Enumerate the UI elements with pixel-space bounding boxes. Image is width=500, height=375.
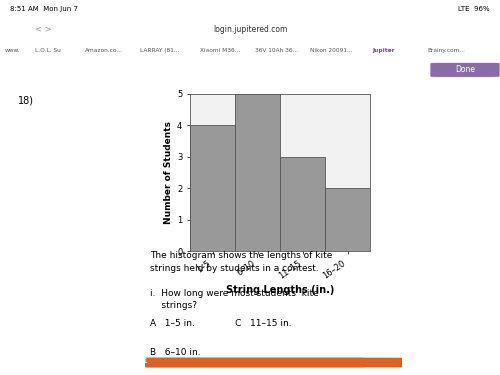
Text: 36V 10Ah 36...: 36V 10Ah 36... bbox=[255, 48, 298, 53]
Text: p. 19 of 21: p. 19 of 21 bbox=[110, 358, 148, 364]
Bar bbox=[190, 125, 235, 251]
Text: ε: ε bbox=[16, 355, 24, 369]
Bar bbox=[235, 94, 280, 251]
Text: www.: www. bbox=[5, 48, 20, 53]
Text: 8:51 AM  Mon Jun 7: 8:51 AM Mon Jun 7 bbox=[10, 6, 78, 12]
FancyBboxPatch shape bbox=[430, 63, 500, 77]
X-axis label: String Lengths (in.): String Lengths (in.) bbox=[226, 285, 334, 295]
Text: ❮: ❮ bbox=[429, 355, 441, 369]
Text: The histogram shows the lengths of kite
strings held by students in a contest.: The histogram shows the lengths of kite … bbox=[150, 251, 332, 273]
Text: < >: < > bbox=[35, 26, 51, 34]
Text: A   1–5 in.              C   11–15 in.

B   6–10 in.: A 1–5 in. C 11–15 in. B 6–10 in. bbox=[150, 319, 292, 357]
Text: 18): 18) bbox=[18, 96, 34, 106]
Text: Amazon.co...: Amazon.co... bbox=[85, 48, 123, 53]
Text: login.jupitered.com: login.jupitered.com bbox=[213, 26, 287, 34]
FancyBboxPatch shape bbox=[145, 358, 365, 368]
Text: Xiaomi M36...: Xiaomi M36... bbox=[200, 48, 240, 53]
Text: Done: Done bbox=[455, 65, 475, 74]
Text: Nikon 20091...: Nikon 20091... bbox=[310, 48, 352, 53]
Y-axis label: Number of Students: Number of Students bbox=[164, 121, 173, 224]
Text: LARRAY (81...: LARRAY (81... bbox=[140, 48, 179, 53]
Text: Brainy.com...: Brainy.com... bbox=[428, 48, 466, 53]
Text: Jupiter: Jupiter bbox=[372, 48, 395, 53]
Text: Prefs: Prefs bbox=[410, 65, 430, 74]
Text: LTE  96%: LTE 96% bbox=[458, 6, 490, 12]
Text: ❯: ❯ bbox=[469, 355, 481, 369]
Bar bbox=[280, 157, 325, 251]
FancyBboxPatch shape bbox=[145, 358, 402, 368]
Bar bbox=[325, 188, 370, 251]
Text: i.  How long were most students’ kite
    strings?: i. How long were most students’ kite str… bbox=[150, 289, 319, 310]
Text: L.O.L. Su: L.O.L. Su bbox=[35, 48, 61, 53]
